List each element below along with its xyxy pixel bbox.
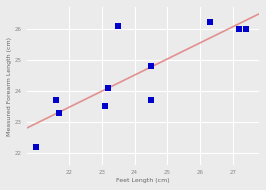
Point <box>34 145 39 148</box>
Point <box>244 27 248 30</box>
Point <box>149 64 153 67</box>
Point <box>237 27 242 30</box>
Point <box>106 86 111 89</box>
Point <box>208 21 212 24</box>
Point <box>103 105 107 108</box>
Y-axis label: Measured Forearm Length (cm): Measured Forearm Length (cm) <box>7 37 12 136</box>
Point <box>54 99 58 102</box>
Point <box>57 111 61 114</box>
X-axis label: Feet Length (cm): Feet Length (cm) <box>116 178 170 183</box>
Point <box>116 24 120 27</box>
Point <box>149 99 153 102</box>
